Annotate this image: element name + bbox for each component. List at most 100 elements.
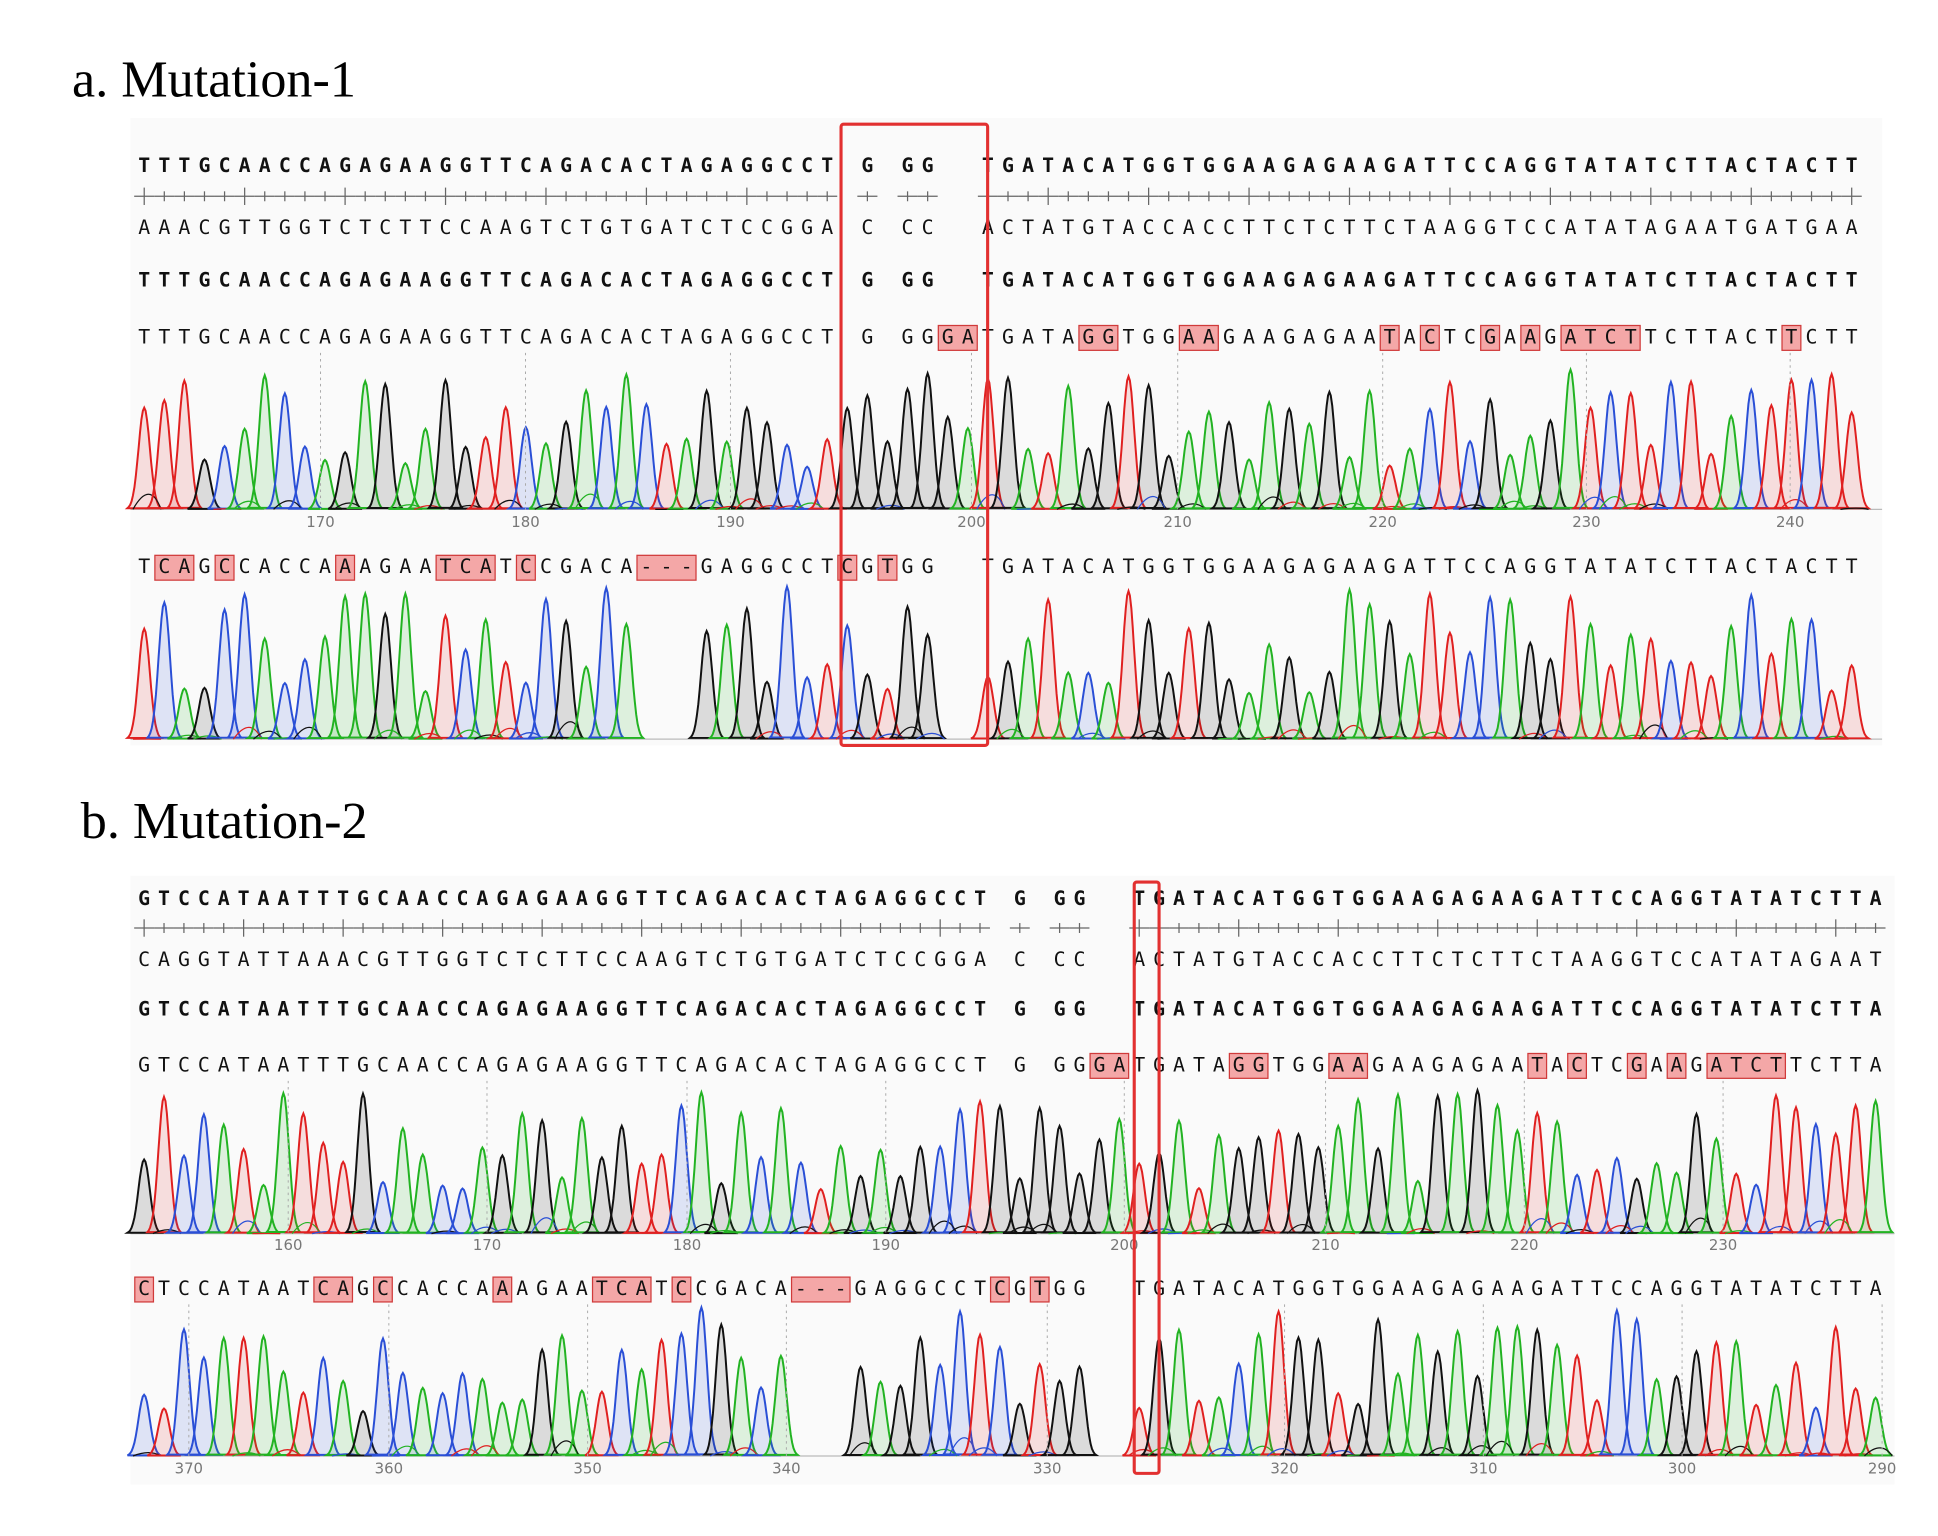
peak xyxy=(1838,1386,1873,1457)
peak xyxy=(1318,1123,1358,1234)
peak xyxy=(528,441,564,510)
noise-peak xyxy=(1147,1447,1177,1457)
highlight xyxy=(435,554,496,581)
peak xyxy=(1292,690,1327,740)
peak xyxy=(1299,1336,1338,1456)
peak xyxy=(167,687,202,740)
peak xyxy=(486,404,526,510)
panel-title: a. Mutation-1 xyxy=(72,51,356,108)
peak xyxy=(1209,420,1249,510)
noise-peak xyxy=(1824,1218,1854,1234)
position-label: 220 xyxy=(1368,513,1396,531)
noise-peak xyxy=(1724,1445,1754,1457)
noise-peak xyxy=(470,1226,500,1235)
noise-peak xyxy=(550,1440,580,1457)
noise-peak xyxy=(232,726,263,740)
peak xyxy=(244,1333,283,1456)
peak xyxy=(987,659,1029,740)
highlight xyxy=(1666,1052,1687,1079)
peak xyxy=(980,1344,1020,1456)
highlight xyxy=(372,1276,393,1303)
sequence: C xyxy=(675,1277,687,1300)
peak xyxy=(1279,1334,1318,1456)
noise-peak xyxy=(1605,1225,1635,1235)
peak xyxy=(888,386,927,509)
peak xyxy=(627,401,666,510)
peak xyxy=(165,377,204,509)
position-label: 210 xyxy=(1311,1236,1339,1254)
peak xyxy=(1656,1374,1697,1457)
noise-peak xyxy=(848,1442,878,1457)
peak xyxy=(284,1110,323,1234)
peak xyxy=(386,590,425,739)
noise-peak xyxy=(1840,507,1869,510)
peak xyxy=(425,1391,460,1457)
position-label: 170 xyxy=(306,513,334,531)
peak xyxy=(928,414,968,510)
peak xyxy=(850,672,885,740)
panel-background xyxy=(130,118,1883,746)
noise-peak xyxy=(1679,730,1709,740)
peak xyxy=(747,420,787,510)
highlight xyxy=(1178,324,1219,351)
peak xyxy=(344,1090,382,1233)
position-label: 360 xyxy=(375,1460,403,1478)
highlight xyxy=(1089,1052,1130,1079)
position-label: 210 xyxy=(1163,513,1191,531)
noise-peak xyxy=(1426,1447,1455,1457)
sequence: C xyxy=(377,1277,389,1300)
peak xyxy=(900,1144,941,1234)
noise-peak xyxy=(1286,1223,1316,1235)
peak xyxy=(707,621,747,739)
highlight xyxy=(154,554,195,581)
peak xyxy=(1471,594,1510,739)
peak xyxy=(1458,1086,1497,1233)
noise-peak xyxy=(694,499,725,510)
noise-peak xyxy=(570,1221,600,1234)
peak xyxy=(204,1122,243,1234)
peak xyxy=(687,628,727,739)
peak xyxy=(383,1371,423,1457)
peak xyxy=(1617,1316,1656,1456)
peak xyxy=(908,370,947,509)
peak xyxy=(687,388,726,509)
peak xyxy=(1430,630,1470,739)
peak xyxy=(602,1123,641,1234)
peak xyxy=(1478,1324,1517,1456)
sequence: A xyxy=(1671,1053,1683,1076)
position-label: 160 xyxy=(274,1236,302,1254)
noise-peak xyxy=(968,1447,998,1457)
peak xyxy=(1512,433,1548,510)
peak xyxy=(1059,1364,1100,1456)
peak xyxy=(1129,382,1168,509)
sequence: G xyxy=(198,555,210,578)
peak xyxy=(1211,677,1247,740)
noise-peak xyxy=(976,494,1006,510)
peak xyxy=(303,1140,343,1234)
peak xyxy=(1219,1361,1259,1456)
peak xyxy=(1249,642,1289,740)
noise-peak xyxy=(649,1441,679,1457)
peak xyxy=(1590,663,1632,740)
peak xyxy=(1151,454,1186,510)
peak xyxy=(124,626,164,739)
mutation-box xyxy=(1132,880,1161,1475)
peak xyxy=(740,1385,782,1457)
sequence: TGATA xyxy=(982,325,1074,348)
peak xyxy=(466,616,506,739)
peak xyxy=(1438,1328,1477,1456)
peak xyxy=(363,1335,403,1456)
peak xyxy=(1510,640,1550,740)
peak xyxy=(1359,1316,1397,1456)
peak xyxy=(1816,1324,1855,1456)
peak xyxy=(1498,1323,1537,1456)
peak xyxy=(346,590,385,739)
peak xyxy=(1772,376,1811,509)
sequence: C xyxy=(1424,325,1436,348)
noise-peak xyxy=(1277,501,1307,510)
noise-peak xyxy=(1779,499,1809,510)
peak xyxy=(847,392,887,510)
sequence: --- xyxy=(640,555,692,578)
sequence: G xyxy=(357,1277,369,1300)
